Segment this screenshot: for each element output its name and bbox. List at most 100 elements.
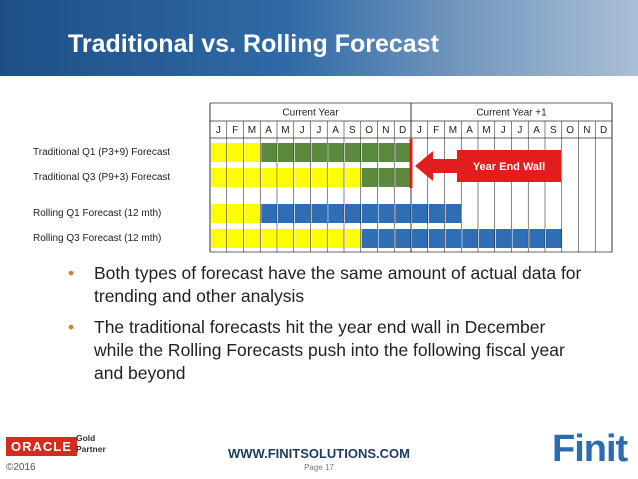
month-label: M: [449, 125, 457, 136]
forecast-cell: [546, 229, 562, 248]
forecast-cell: [395, 204, 411, 223]
month-label: O: [566, 125, 574, 136]
forecast-cell: [378, 143, 395, 162]
actual-cell: [311, 168, 328, 187]
page-number: Page 17: [304, 463, 334, 472]
actual-cell: [261, 229, 277, 248]
bullet-text: Both types of forecast have the same amo…: [94, 263, 582, 306]
actual-cell: [261, 168, 277, 187]
actual-cell: [244, 204, 261, 223]
forecast-cell: [361, 168, 378, 187]
forecast-cell: [512, 229, 529, 248]
month-label: S: [550, 125, 557, 136]
bullet: • Both types of forecast have the same am…: [68, 262, 588, 308]
actual-cell: [278, 168, 294, 187]
month-label: M: [281, 125, 289, 136]
month-label: N: [583, 125, 590, 136]
actual-cell: [294, 229, 311, 248]
forecast-cell: [428, 229, 445, 248]
actual-cell: [278, 229, 294, 248]
month-label: D: [399, 125, 406, 136]
wall-arrow: [415, 151, 458, 181]
forecast-cell: [495, 229, 512, 248]
forecast-cell: [395, 168, 411, 187]
forecast-cell: [278, 143, 294, 162]
forecast-cell: [294, 143, 311, 162]
month-label: J: [300, 125, 305, 136]
forecast-cell: [294, 204, 311, 223]
actual-cell: [244, 229, 261, 248]
forecast-cell: [412, 229, 428, 248]
month-label: A: [533, 125, 540, 136]
month-label: M: [248, 125, 256, 136]
bullet-list: • Both types of forecast have the same am…: [68, 262, 588, 393]
callout-box: [457, 150, 561, 182]
year-header: Current Year +1: [476, 108, 547, 119]
forecast-cell: [378, 168, 395, 187]
month-label: J: [517, 125, 522, 136]
oracle-logo: ORACLE: [6, 437, 77, 456]
actual-cell: [211, 229, 227, 248]
actual-cell: [345, 168, 361, 187]
month-label: A: [466, 125, 473, 136]
actual-cell: [244, 143, 261, 162]
forecast-cell: [361, 143, 378, 162]
forecast-cell: [412, 204, 428, 223]
forecast-cell: [395, 143, 411, 162]
forecast-cell: [278, 204, 294, 223]
forecast-cell: [345, 143, 361, 162]
bullet: • The traditional forecasts hit the year …: [68, 316, 588, 385]
actual-cell: [328, 229, 344, 248]
forecast-cell: [378, 204, 395, 223]
forecast-cell: [395, 229, 411, 248]
forecast-cell: [479, 229, 495, 248]
actual-cell: [227, 204, 244, 223]
month-label: O: [365, 125, 373, 136]
row-label: Rolling Q1 Forecast (12 mth): [33, 208, 161, 219]
finit-logo: Finit: [552, 428, 628, 470]
month-label: A: [332, 125, 339, 136]
forecast-cell: [428, 204, 445, 223]
actual-cell: [244, 168, 261, 187]
row-label: Traditional Q1 (P3+9) Forecast: [33, 147, 170, 158]
slide-title: Traditional vs. Rolling Forecast: [68, 30, 439, 58]
actual-cell: [211, 143, 227, 162]
header-banner: [0, 0, 638, 76]
actual-cell: [345, 229, 361, 248]
partner-label: Gold Partner: [76, 433, 106, 455]
actual-cell: [311, 229, 328, 248]
partner-line: Gold: [76, 433, 96, 443]
forecast-cell: [462, 229, 478, 248]
month-label: N: [382, 125, 389, 136]
forecast-cell: [445, 229, 462, 248]
row-label: Traditional Q3 (P9+3) Forecast: [33, 172, 170, 183]
bullet-text: The traditional forecasts hit the year e…: [94, 317, 565, 383]
forecast-cell: [328, 204, 344, 223]
actual-cell: [211, 168, 227, 187]
actual-cell: [227, 229, 244, 248]
forecast-cell: [361, 204, 378, 223]
month-label: A: [265, 125, 272, 136]
copyright: ©2016: [6, 462, 36, 473]
actual-cell: [211, 204, 227, 223]
month-label: J: [501, 125, 506, 136]
partner-line: Partner: [76, 444, 106, 454]
actual-cell: [227, 168, 244, 187]
forecast-cell: [261, 204, 277, 223]
forecast-cell: [261, 143, 277, 162]
forecast-cell: [328, 143, 344, 162]
month-label: D: [600, 125, 607, 136]
month-label: S: [349, 125, 356, 136]
month-label: M: [482, 125, 490, 136]
month-label: J: [216, 125, 221, 136]
forecast-grid: Current Year Current Year +1J F M A M J J A S O N D J…: [33, 102, 613, 253]
actual-cell: [328, 168, 344, 187]
year-header: Current Year: [282, 108, 339, 119]
forecast-cell: [345, 204, 361, 223]
row-label: Rolling Q3 Forecast (12 mth): [33, 233, 161, 244]
month-label: F: [232, 125, 238, 136]
actual-cell: [227, 143, 244, 162]
month-label: J: [316, 125, 321, 136]
forecast-cell: [445, 204, 462, 223]
